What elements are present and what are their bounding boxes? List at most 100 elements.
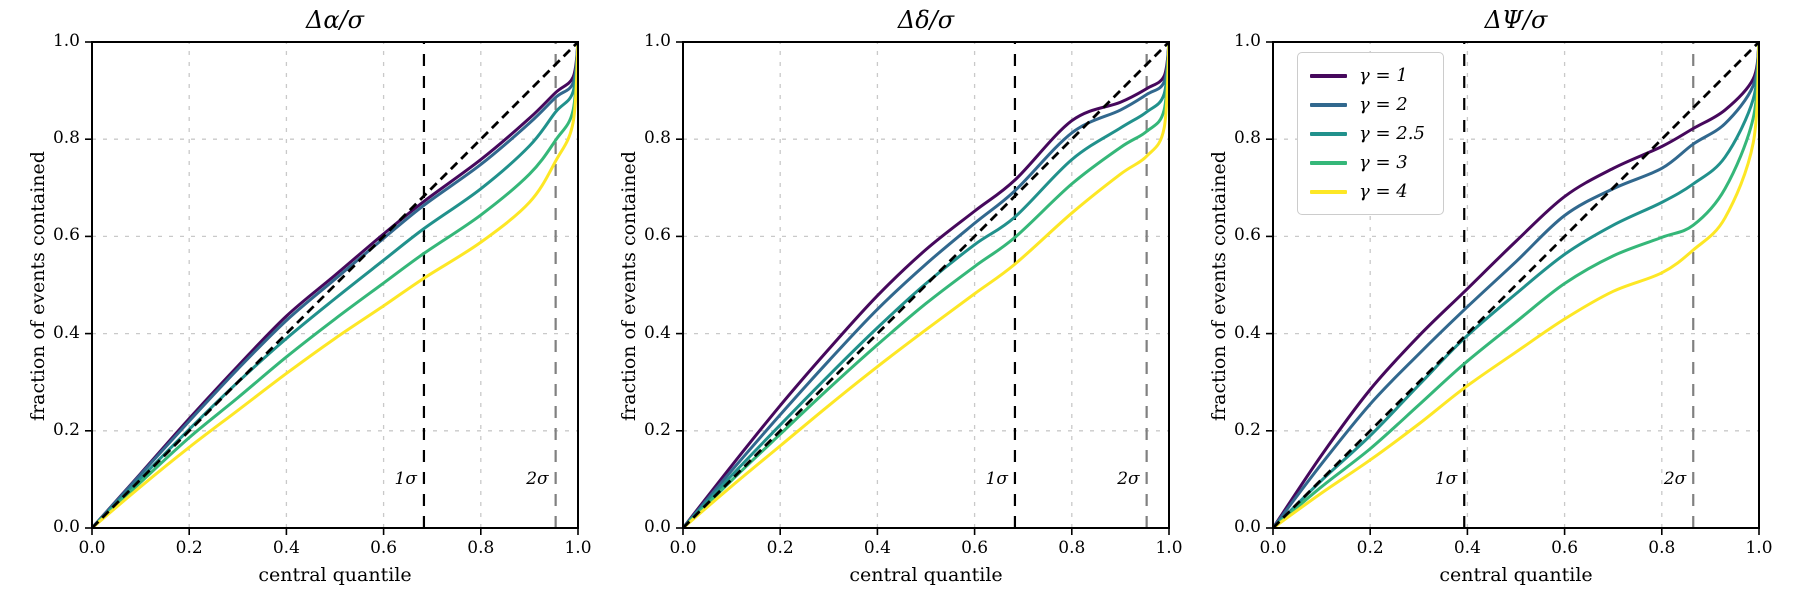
y-tick-label: 0.6 — [52, 225, 80, 246]
curve-γ=1 — [1273, 42, 1759, 528]
y-tick-label: 1.0 — [643, 31, 671, 51]
curve-γ=3 — [683, 42, 1169, 528]
x-tick-label: 0.8 — [467, 538, 495, 558]
plot-area-delta-alpha — [85, 41, 579, 535]
x-tick-label: 0.4 — [272, 538, 300, 558]
curve-γ=2.5 — [1273, 42, 1759, 528]
x-tick-label: 1.0 — [1745, 538, 1773, 558]
x-tick-label: 0.2 — [175, 538, 203, 558]
plot-area-delta-delta — [676, 41, 1170, 535]
legend-line-swatch — [1310, 73, 1347, 78]
y-tick-label: 0.6 — [1233, 225, 1261, 246]
legend-line-swatch — [1310, 160, 1347, 165]
sigma-line-label: 2σ — [1663, 469, 1687, 489]
legend-entry: γ = 3 — [1310, 148, 1425, 177]
curve-γ=1 — [92, 42, 578, 528]
sigma-line-label: 2σ — [1117, 469, 1140, 489]
legend-label: γ = 2.5 — [1359, 123, 1425, 144]
y-tick-label: 0.2 — [1233, 419, 1261, 440]
x-tick-label: 0.6 — [961, 538, 989, 558]
legend-label: γ = 1 — [1359, 65, 1408, 86]
x-tick-label: 0.0 — [1259, 538, 1287, 558]
curve-γ=3 — [1273, 42, 1759, 528]
x-axis-label: central quantile — [1439, 564, 1593, 586]
curve-γ=4 — [1273, 42, 1759, 528]
tick-marks — [676, 41, 1170, 535]
curve-γ=4 — [92, 42, 578, 528]
legend-label: γ = 4 — [1359, 181, 1408, 202]
x-tick-label: 1.0 — [1155, 538, 1183, 558]
x-tick-label: 0.4 — [863, 538, 891, 558]
legend-line-swatch — [1310, 131, 1347, 136]
y-tick-label: 0.4 — [1233, 322, 1261, 343]
y-tick-label: 0.8 — [643, 128, 671, 149]
curve-γ=2 — [683, 42, 1169, 528]
x-tick-label: 0.4 — [1453, 538, 1481, 558]
legend-line-swatch — [1310, 102, 1347, 107]
y-tick-label: 0.6 — [643, 225, 671, 246]
x-tick-label: 0.0 — [669, 538, 697, 558]
legend-label: γ = 3 — [1359, 152, 1408, 173]
y-tick-label: 0.8 — [52, 128, 80, 149]
sigma-line-label: 1σ — [985, 469, 1008, 489]
x-tick-label: 0.2 — [1356, 538, 1384, 558]
x-axis-label: central quantile — [258, 564, 412, 586]
y-tick-label: 0.4 — [643, 322, 671, 343]
sigma-line-label: 1σ — [394, 469, 417, 489]
y-tick-label: 0.0 — [52, 517, 80, 537]
series-curves — [1273, 42, 1759, 528]
axes-spines — [91, 41, 579, 529]
legend: γ = 1 γ = 2 γ = 2.5 γ = 3 γ = 4 — [1297, 52, 1444, 215]
diagonal-reference-line — [92, 42, 578, 528]
y-tick-label: 1.0 — [52, 31, 80, 51]
subplot-title: Δδ/σ — [897, 6, 955, 34]
sigma-line-label: 2σ — [526, 469, 549, 489]
gridlines — [683, 42, 1169, 528]
y-tick-label: 1.0 — [1233, 31, 1261, 51]
subplot-title: Δα/σ — [305, 6, 364, 34]
curve-γ=4 — [683, 42, 1169, 528]
legend-entry: γ = 2.5 — [1310, 119, 1425, 148]
diagonal-reference-line — [683, 42, 1169, 528]
subplot-title: ΔΨ/σ — [1484, 6, 1548, 34]
y-tick-label: 0.0 — [643, 517, 671, 537]
tick-marks — [85, 41, 579, 535]
subplot-delta-alpha: Δα/σ fraction of events contained centra… — [0, 0, 600, 600]
sigma-line-label: 1σ — [1434, 469, 1458, 489]
curve-γ=3 — [92, 42, 578, 528]
series-curves — [683, 42, 1169, 528]
y-axis-label: fraction of events contained — [1208, 151, 1230, 421]
legend-entry: γ = 1 — [1310, 61, 1425, 90]
legend-entry: γ = 4 — [1310, 177, 1425, 206]
legend-line-swatch — [1310, 189, 1347, 194]
legend-label: γ = 2 — [1359, 94, 1408, 115]
subplot-delta-delta: Δδ/σ fraction of events contained centra… — [600, 0, 1200, 600]
x-tick-label: 1.0 — [564, 538, 592, 558]
x-axis-label: central quantile — [849, 564, 1003, 586]
curve-γ=2 — [1273, 42, 1759, 528]
diagonal-reference-line — [1273, 42, 1759, 528]
y-tick-label: 0.2 — [643, 419, 671, 440]
x-tick-label: 0.6 — [370, 538, 398, 558]
tick-marks — [1266, 41, 1760, 535]
y-axis-label: fraction of events contained — [618, 151, 640, 421]
x-tick-label: 0.8 — [1648, 538, 1676, 558]
gridlines — [92, 42, 578, 528]
x-tick-label: 0.2 — [766, 538, 794, 558]
y-axis-label: fraction of events contained — [27, 151, 49, 421]
y-tick-label: 0.0 — [1233, 517, 1261, 537]
x-tick-label: 0.6 — [1551, 538, 1579, 558]
x-tick-label: 0.0 — [78, 538, 106, 558]
y-tick-label: 0.2 — [52, 419, 80, 440]
y-tick-label: 0.4 — [52, 322, 80, 343]
x-tick-label: 0.8 — [1058, 538, 1086, 558]
y-tick-label: 0.8 — [1233, 128, 1261, 149]
plot-area-delta-psi — [1266, 41, 1760, 535]
legend-entry: γ = 2 — [1310, 90, 1425, 119]
curve-γ=1 — [683, 42, 1169, 528]
curve-γ=2.5 — [683, 42, 1169, 528]
axes-spines — [682, 41, 1170, 529]
axes-spines — [1272, 41, 1760, 529]
subplot-delta-psi: ΔΨ/σ fraction of events contained centra… — [1200, 0, 1800, 600]
